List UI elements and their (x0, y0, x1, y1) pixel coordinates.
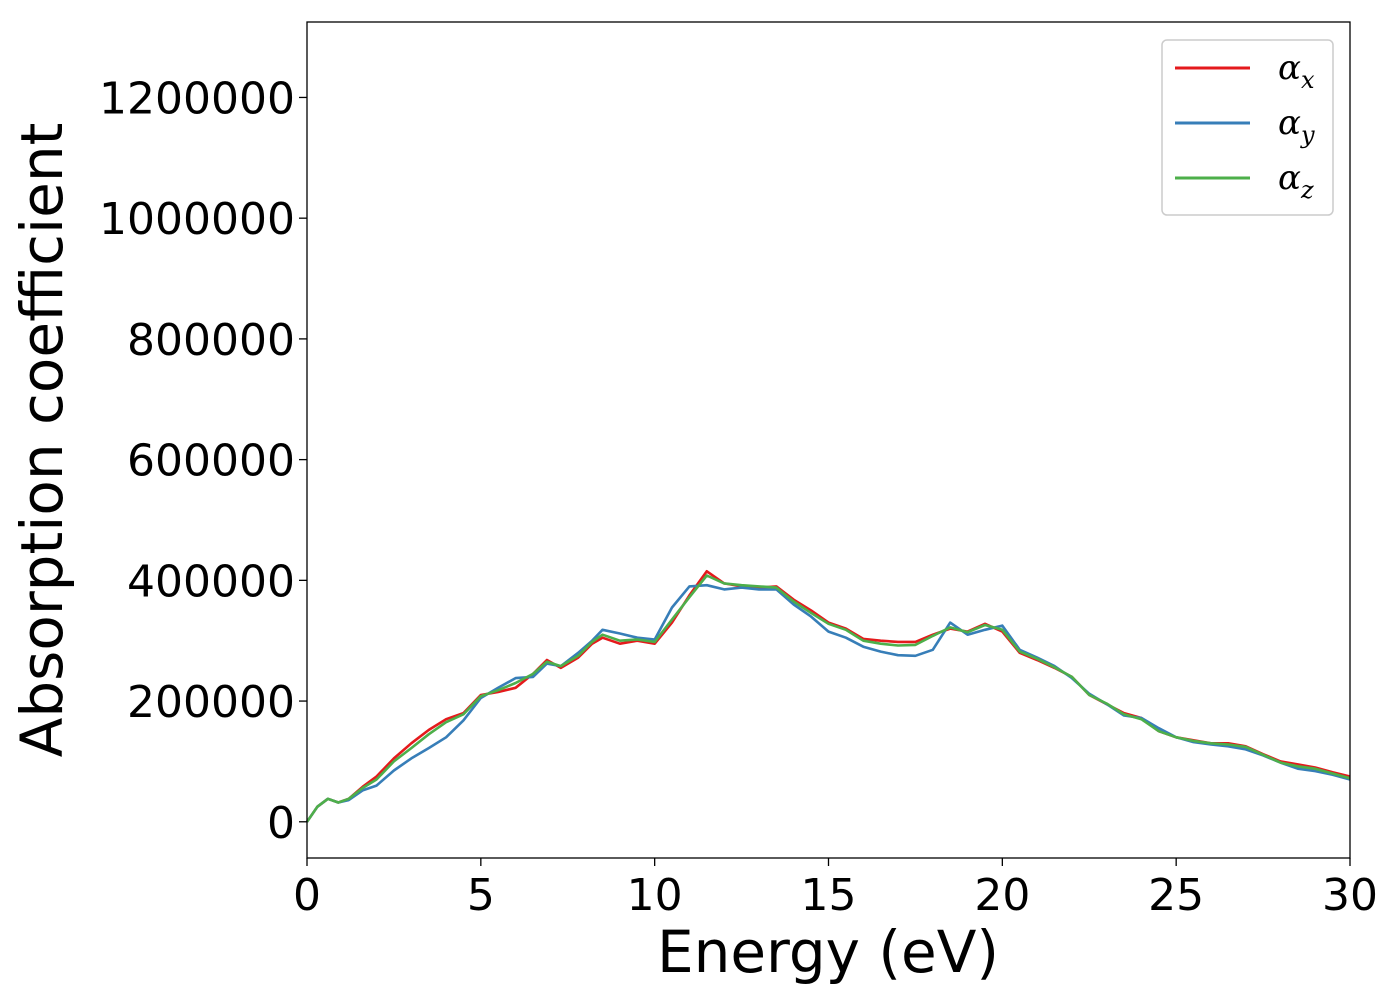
x-tick-label: 30 (1322, 870, 1378, 921)
y-tick-label: 1200000 (99, 73, 295, 124)
x-tick-label: 10 (627, 870, 683, 921)
plot-lines (305, 570, 1351, 823)
y-tick-label: 600000 (127, 436, 295, 487)
x-tick-label: 20 (974, 870, 1030, 921)
x-tick-label: 25 (1148, 870, 1204, 921)
x-tick-label: 0 (293, 870, 321, 921)
x-tick-label: 15 (801, 870, 857, 921)
series-line-x (305, 570, 1351, 823)
y-axis-ticks: 0 200000 400000 600000 800000 1000000 1200000 (99, 73, 307, 849)
y-tick-label: 0 (267, 798, 295, 849)
y-tick-label: 400000 (127, 556, 295, 607)
y-tick-label: 800000 (127, 315, 295, 366)
x-axis-ticks: 0 5 10 15 20 25 30 (293, 858, 1378, 921)
y-tick-label: 200000 (127, 677, 295, 728)
series-line-z (305, 574, 1351, 823)
y-axis-label: Absorption coefficient (8, 123, 76, 758)
x-axis-label: Energy (eV) (657, 918, 999, 986)
x-tick-label: 5 (467, 870, 495, 921)
legend-box (1161, 39, 1334, 216)
y-tick-label: 1000000 (99, 194, 295, 245)
series-line-y (305, 583, 1351, 823)
